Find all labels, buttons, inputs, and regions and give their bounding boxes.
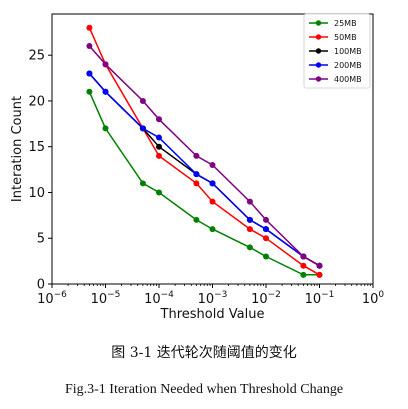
figure-caption-chinese: 图 3-1 迭代轮次随阈值的变化 [111, 345, 297, 361]
figure-caption-english: Fig.3-1 Iteration Needed when Threshold … [64, 382, 344, 397]
data-point-200MB [139, 125, 146, 132]
data-point-25MB [193, 216, 200, 223]
y-axis-label: Interation Count [10, 96, 25, 202]
y-tick-label: 25 [28, 49, 45, 64]
data-point-400MB [156, 116, 162, 123]
data-point-50MB [246, 226, 253, 233]
y-tick-label: 0 [37, 278, 45, 293]
series-line-400MB [88, 45, 320, 267]
y-tick-label: 20 [28, 94, 45, 109]
data-point-400MB [193, 152, 200, 159]
data-point-50MB [193, 180, 200, 187]
data-point-400MB [263, 216, 269, 223]
data-point-25MB [246, 244, 253, 251]
data-point-50MB [156, 152, 162, 159]
data-point-50MB [300, 262, 307, 269]
data-point-50MB [209, 198, 216, 205]
data-point-50MB [316, 271, 323, 278]
data-point-200MB [156, 134, 162, 141]
data-point-25MB [300, 271, 307, 278]
data-point-25MB [209, 226, 216, 233]
data-point-200MB [193, 171, 200, 178]
y-tick-label: 5 [37, 232, 45, 247]
series-line-200MB [88, 73, 320, 267]
data-point-25MB [139, 180, 146, 187]
legend-marker-200MB [315, 62, 322, 68]
series-line-50MB [88, 27, 320, 276]
chart: 10−6 10−5 10−4 10−3 10−2 10−1 100 0 5 10 15 20 25 Thr… [10, 13, 385, 322]
data-point-200MB [102, 88, 109, 95]
legend-marker-100MB [315, 48, 322, 54]
x-tick-label: 10−4 [144, 290, 174, 307]
x-tick-label: 10−3 [198, 290, 228, 307]
legend-box [303, 13, 371, 89]
data-point-200MB [209, 180, 216, 187]
x-tick-label: 100 [362, 290, 385, 307]
legend-label-200MB: 200MB [334, 61, 362, 70]
legend-marker-25MB [315, 20, 322, 26]
legend-marker-400MB [315, 76, 322, 82]
data-point-200MB [86, 70, 93, 77]
data-point-50MB [263, 235, 269, 242]
data-point-400MB [246, 198, 253, 205]
y-tick-label: 15 [28, 140, 45, 155]
x-axis-label: Threshold Value [160, 307, 265, 322]
data-point-200MB [246, 216, 253, 223]
data-point-400MB [86, 43, 93, 50]
data-point-100MB [156, 143, 162, 150]
data-point-400MB [316, 262, 323, 269]
data-point-200MB [263, 226, 269, 233]
data-point-400MB [139, 97, 146, 104]
legend-label-100MB: 100MB [334, 47, 362, 56]
data-point-25MB [156, 189, 162, 196]
legend-label-400MB: 400MB [334, 75, 362, 84]
legend-label-50MB: 50MB [334, 33, 357, 42]
legend-marker-50MB [315, 34, 322, 40]
data-point-25MB [102, 125, 109, 132]
x-tick-label: 10−5 [91, 290, 121, 307]
data-point-400MB [300, 253, 307, 260]
y-tick-label: 10 [28, 186, 45, 201]
series-line-100MB [88, 73, 320, 267]
x-tick-label: 10−2 [251, 290, 281, 307]
data-point-50MB [86, 24, 93, 31]
data-point-400MB [209, 162, 216, 169]
x-tick-label: 10−1 [305, 290, 335, 307]
series-line-25MB [88, 91, 320, 276]
data-point-25MB [263, 253, 269, 260]
legend-label-25MB: 25MB [334, 19, 357, 28]
data-point-25MB [86, 88, 93, 95]
x-tick-label: 10−6 [37, 290, 67, 307]
data-point-400MB [102, 61, 109, 68]
